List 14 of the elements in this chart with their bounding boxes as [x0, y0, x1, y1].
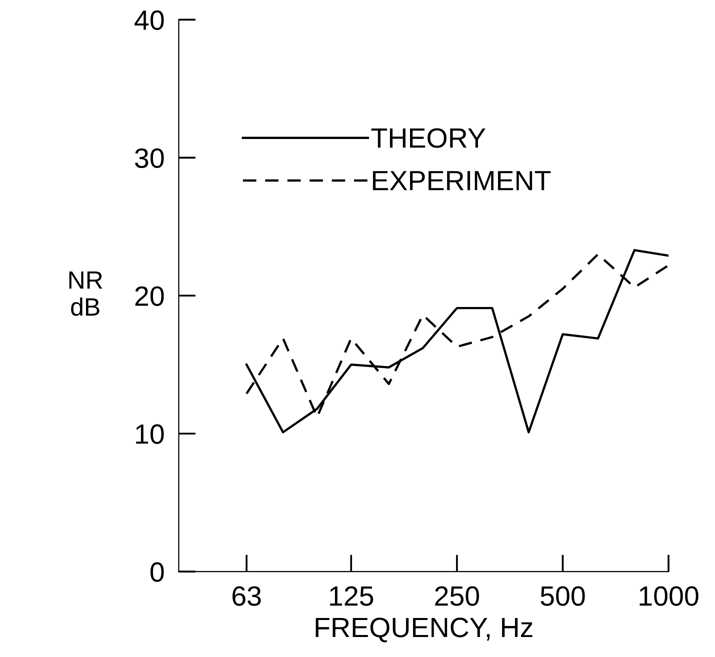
y-tick-label: 10: [136, 424, 164, 444]
x-tick-label: 63: [232, 586, 261, 606]
y-tick-label: 0: [150, 562, 164, 582]
y-axis-title: NR dB: [69, 271, 102, 316]
x-tick-label: 250: [435, 586, 480, 606]
y-tick-label: 30: [135, 148, 164, 168]
legend-label: THEORY: [371, 128, 486, 148]
legend-label: EXPERIMENT: [372, 171, 551, 190]
x-axis-title: FREQUENCY, Hz: [316, 618, 532, 642]
y-tick-label: 40: [134, 10, 164, 30]
x-tick-label: 500: [540, 586, 585, 606]
x-tick-label: 1000: [640, 586, 698, 606]
y-tick-label: 20: [135, 286, 164, 306]
x-tick-label: 125: [330, 586, 374, 606]
